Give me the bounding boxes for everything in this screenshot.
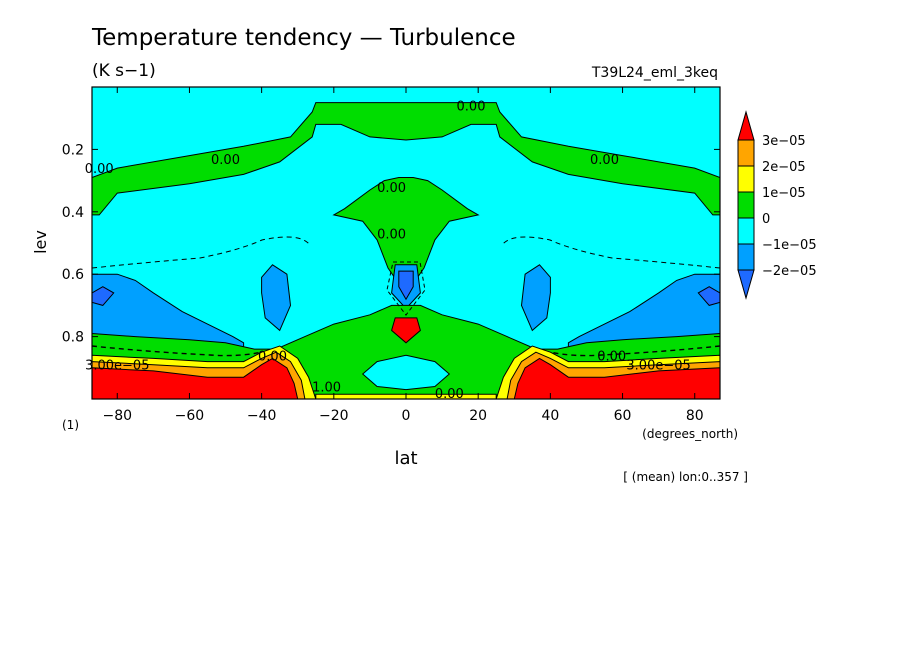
contour-region-right-plus3-band — [513, 357, 720, 399]
x-axis-label: lat — [394, 448, 417, 469]
run-label: T39L24_eml_3keq — [591, 65, 718, 81]
x-tick-label: −40 — [247, 408, 277, 424]
contour-label: 0.00 — [211, 153, 240, 168]
contour-label: 3.00e−05 — [626, 359, 690, 374]
colorbar-label: 0 — [762, 212, 770, 227]
negative-contour-lines — [92, 236, 720, 357]
x-tick-label: −20 — [319, 408, 349, 424]
x-tick-label: 20 — [469, 408, 487, 424]
contour-label: 3.00e−05 — [85, 359, 149, 374]
contour-label: 0.00 — [590, 153, 619, 168]
contour-label: 0.00 — [377, 228, 406, 243]
units-label: (K s−1) — [92, 61, 156, 81]
colorbar-legend: 3e−05 2e−05 1e−05 0 −1e−05 −2e−05 — [737, 110, 817, 300]
x-tick-label: −60 — [175, 408, 205, 424]
contour-region-central-zero-blob — [332, 177, 480, 285]
y-tick-label: 0.2 — [62, 142, 84, 158]
contour-label: 0.00 — [85, 162, 114, 177]
colorbar-label: 1e−05 — [762, 186, 806, 201]
dashed-contour-right-lower — [549, 345, 720, 357]
colorbar-segment — [737, 217, 755, 245]
dashed-contour-left — [92, 236, 311, 269]
contour-label: 0.00 — [258, 349, 287, 364]
x-tick-label: 0 — [402, 408, 411, 424]
x-tick-label: −80 — [102, 408, 132, 424]
contour-region-right-minus2-core — [697, 286, 720, 306]
contour-label: 0.00 — [457, 100, 486, 115]
colorbar-segment — [737, 243, 755, 271]
y-axis-units: (1) — [62, 418, 79, 432]
dashed-contour-center — [386, 261, 426, 316]
x-axis-units: (degrees_north) — [642, 427, 738, 441]
contour-label: 1.00 — [312, 381, 341, 396]
contour-label: 0.00 — [377, 181, 406, 196]
x-tick-label: 40 — [541, 408, 559, 424]
y-tick-label: 0.8 — [62, 330, 84, 346]
chart-title: Temperature tendency — Turbulence — [91, 25, 516, 51]
footnote: [ (mean) lon:0..357 ] — [623, 470, 748, 484]
contour-label: 0.00 — [597, 349, 626, 364]
dashed-contour-right — [501, 236, 720, 269]
colorbar-label: −2e−05 — [762, 264, 817, 279]
y-tick-label: 0.4 — [62, 205, 84, 221]
colorbar-segment — [737, 191, 755, 219]
y-tick-label: 0.6 — [62, 267, 84, 283]
colorbar-label: −1e−05 — [762, 238, 817, 253]
colorbar-top-arrow — [737, 110, 755, 141]
contour-region-left-plus3-band — [92, 357, 299, 399]
contour-region-right-mid-minus1 — [520, 264, 551, 332]
x-tick-label: 60 — [614, 408, 632, 424]
contour-region-center-red-cell — [391, 317, 421, 344]
colorbar-bottom-arrow — [737, 269, 755, 300]
colorbar-segment — [737, 139, 755, 167]
colorbar-label: 3e−05 — [762, 134, 806, 149]
y-axis-label: lev — [31, 230, 50, 254]
contour-region-center-low-minus1 — [361, 354, 451, 391]
x-tick-label: 80 — [686, 408, 704, 424]
contour-region-left-minus2-core — [92, 286, 115, 306]
contour-plot-area: 0.000.000.00 0.000.000.000.00 0.003.00e−05… — [62, 86, 721, 424]
colorbar-label: 2e−05 — [762, 160, 806, 175]
contour-region-left-mid-minus1 — [261, 264, 292, 332]
colorbar-segment — [737, 165, 755, 193]
contour-region-center-minus2-cell — [398, 270, 414, 301]
contour-region-upper-zero-band — [92, 102, 720, 216]
contour-label: 0.00 — [435, 387, 464, 402]
dashed-contour-left-lower — [92, 345, 263, 357]
